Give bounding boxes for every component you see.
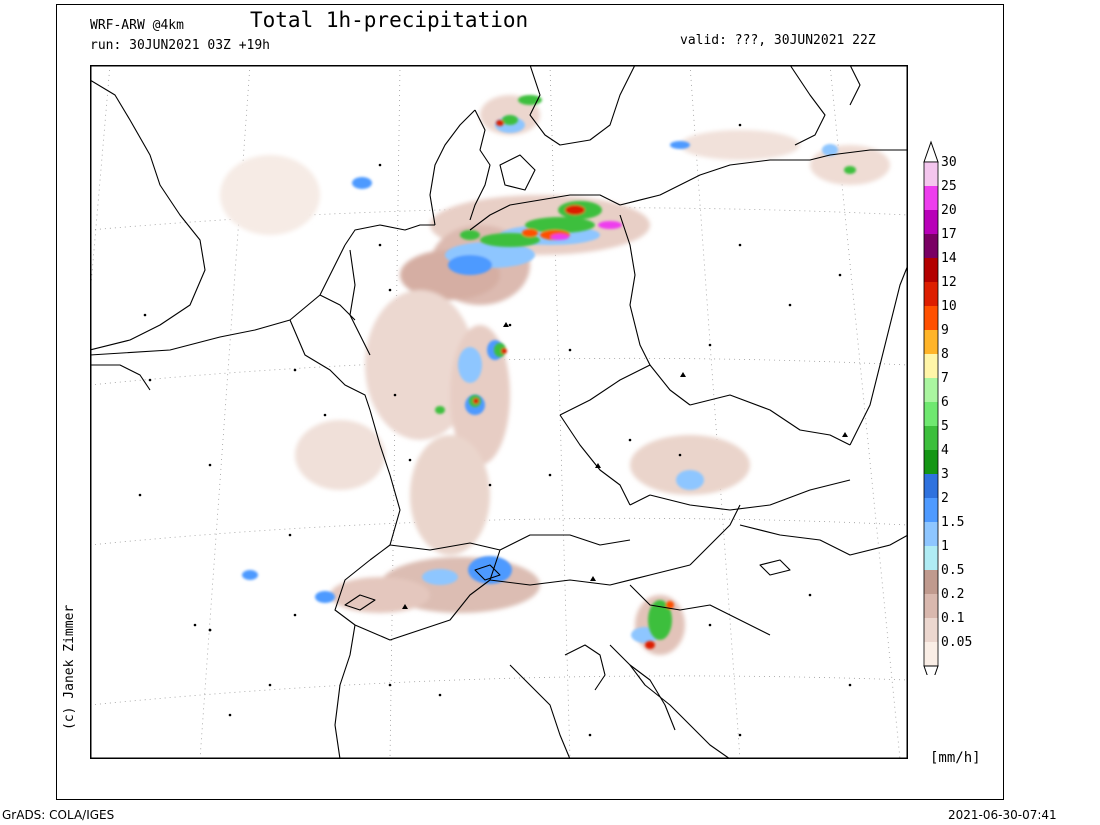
legend-label: 20 [941,203,957,218]
precip-heavy-cores [435,95,856,649]
mountain-markers [402,322,848,609]
valid-time-label: valid: ???, 30JUN2021 22Z [680,33,876,48]
legend-swatch [924,258,938,282]
legend-label: 0.1 [941,611,964,626]
city-markers [138,123,852,737]
legend-label: 14 [941,251,957,266]
legend-swatch [924,474,938,498]
run-label: run: 30JUN2021 03Z +19h [90,38,271,53]
legend-swatch [924,234,938,258]
footer-timestamp: 2021-06-30-07:41 [948,808,1057,822]
legend-label: 10 [941,299,957,314]
legend-label: 17 [941,227,957,242]
legend-label: 1 [941,539,949,554]
legend-swatch [924,450,938,474]
plot-frame [56,4,1004,800]
model-label: WRF-ARW @4km [90,18,184,33]
legend-label: 3 [941,467,949,482]
legend-label: 4 [941,443,949,458]
coastlines-and-borders [90,65,908,759]
legend-units: [mm/h] [930,750,981,766]
legend-label: 25 [941,179,957,194]
map-title: Total 1h-precipitation [250,8,529,32]
legend-label: 5 [941,419,949,434]
legend-label: 1.5 [941,515,964,530]
legend-swatch [924,354,938,378]
copyright-label: (c) Janek Zimmer [62,604,77,730]
color-legend: 30 25 20 17 14 12 10 9 8 7 6 5 4 3 2 1.5 1 0.5 0.2 0.1 0.05 [923,140,972,675]
legend-swatch [924,402,938,426]
legend-swatch [924,642,938,666]
legend-label: 7 [941,371,949,386]
legend-label: 8 [941,347,949,362]
footer-grads-credit: GrADS: COLA/IGES [2,808,115,822]
legend-swatch [924,570,938,594]
legend-arrow-top [923,140,939,163]
legend-swatch [924,546,938,570]
legend-swatch [924,522,938,546]
legend-swatch [924,282,938,306]
legend-label: 0.5 [941,563,964,578]
legend-outline [923,161,939,667]
legend-swatch [924,162,938,186]
legend-swatch [924,378,938,402]
legend-label: 6 [941,395,949,410]
legend-swatch [924,306,938,330]
legend-swatch [924,426,938,450]
legend-swatch [924,498,938,522]
legend-swatch [924,594,938,618]
legend-swatch [924,210,938,234]
legend-label: 30 [941,155,957,170]
legend-swatch [924,330,938,354]
legend-swatch [924,186,938,210]
legend-label: 0.05 [941,635,972,650]
legend-label: 2 [941,491,949,506]
legend-label: 12 [941,275,957,290]
legend-label: 0.2 [941,587,964,602]
legend-arrow-bottom [923,665,939,675]
legend-swatch [924,618,938,642]
map-border [90,65,908,759]
precipitation-map [90,65,908,759]
legend-label: 9 [941,323,949,338]
